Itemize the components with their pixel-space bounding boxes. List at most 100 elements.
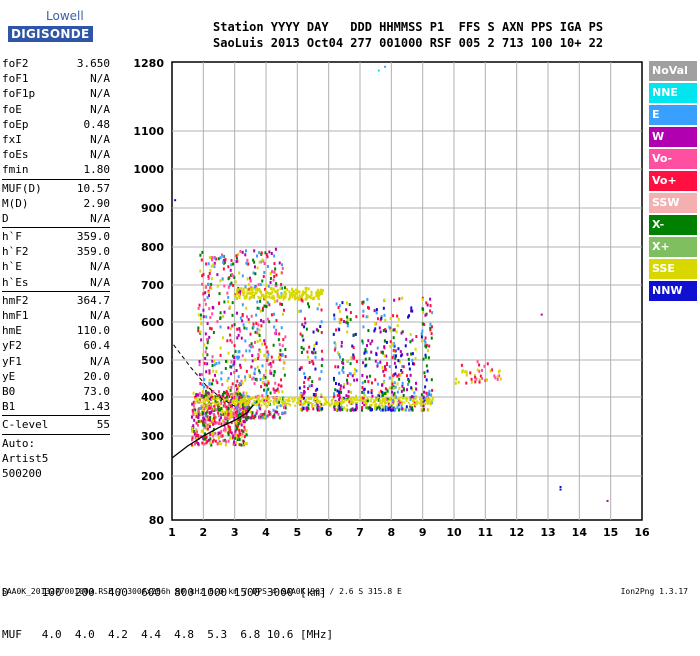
data-point	[379, 330, 382, 334]
data-point	[239, 399, 242, 402]
data-point	[424, 385, 427, 389]
data-point	[311, 350, 314, 354]
param-row: C-level 55	[2, 417, 110, 432]
data-point	[409, 333, 412, 337]
data-point	[373, 329, 376, 333]
param-row: h`Es N/A	[2, 275, 110, 290]
data-point	[402, 393, 405, 397]
data-point	[208, 307, 211, 311]
data-point	[236, 409, 239, 413]
data-point	[353, 367, 356, 371]
data-point	[206, 362, 209, 366]
data-point	[392, 401, 395, 405]
data-point	[266, 255, 269, 259]
data-point	[244, 405, 247, 409]
data-point	[272, 287, 275, 291]
data-point	[232, 402, 235, 405]
data-point	[208, 256, 211, 260]
param-row: h`F 359.0	[2, 229, 110, 244]
data-point	[200, 406, 203, 410]
data-point	[382, 380, 385, 384]
data-point	[242, 393, 245, 397]
data-point	[220, 398, 223, 402]
data-point	[302, 338, 305, 342]
data-point	[238, 443, 241, 447]
data-point	[286, 402, 289, 405]
data-point	[316, 387, 319, 391]
param-label: yE	[2, 369, 16, 383]
data-point	[263, 270, 266, 274]
data-point	[279, 398, 282, 401]
data-point	[252, 396, 255, 399]
param-value: 60.4	[83, 339, 111, 353]
x-tick-label: 16	[634, 526, 650, 539]
data-point	[317, 293, 320, 297]
data-point	[224, 413, 227, 417]
data-point	[227, 386, 230, 390]
data-point	[202, 420, 205, 424]
data-point	[411, 358, 414, 362]
data-point	[259, 283, 262, 287]
data-point	[422, 307, 425, 311]
data-point	[402, 365, 405, 369]
data-point	[227, 403, 230, 407]
data-point	[235, 311, 238, 315]
data-point	[281, 403, 284, 406]
data-point	[195, 430, 198, 434]
data-point	[303, 402, 306, 405]
data-point	[257, 283, 260, 287]
data-point	[248, 402, 251, 405]
param-value: 73.0	[83, 384, 111, 398]
data-point	[388, 376, 391, 380]
data-point	[337, 400, 340, 403]
data-point	[235, 404, 238, 408]
data-point	[269, 371, 272, 375]
data-point	[259, 349, 262, 353]
data-point	[422, 357, 425, 361]
data-point	[336, 389, 339, 393]
data-point	[337, 305, 340, 309]
data-point	[223, 399, 226, 402]
data-point	[244, 398, 247, 401]
data-point	[428, 344, 431, 348]
data-point	[203, 407, 206, 411]
data-point	[409, 340, 412, 344]
y-tick-label: 80	[149, 514, 165, 527]
data-point	[212, 396, 215, 400]
data-point	[211, 258, 214, 262]
data-point	[244, 378, 247, 382]
data-point	[236, 389, 239, 393]
data-point	[211, 432, 214, 436]
data-point	[208, 335, 211, 339]
data-point	[199, 269, 202, 273]
data-point	[381, 365, 384, 369]
data-point	[278, 332, 281, 336]
data-point	[429, 398, 432, 401]
data-point	[408, 367, 411, 371]
data-point	[406, 374, 409, 378]
data-point	[231, 382, 234, 386]
data-point	[424, 400, 427, 403]
data-point	[236, 292, 239, 296]
data-point	[310, 293, 313, 297]
data-point	[241, 381, 244, 385]
data-point	[282, 297, 285, 301]
data-point	[206, 385, 209, 389]
data-point	[299, 366, 302, 370]
data-point	[211, 256, 214, 260]
data-point	[350, 390, 353, 394]
data-point	[229, 404, 232, 408]
data-point	[280, 378, 283, 382]
data-point	[303, 399, 306, 402]
data-point	[310, 397, 313, 400]
data-point	[229, 436, 232, 440]
data-point	[320, 308, 323, 312]
data-point	[200, 322, 203, 326]
data-point	[196, 399, 199, 402]
footer-version: Ion2Png 1.3.17	[620, 587, 688, 596]
data-point	[207, 438, 210, 442]
data-point	[284, 411, 287, 415]
electron-density-profile	[171, 404, 254, 459]
data-point	[241, 401, 244, 404]
data-point	[335, 328, 338, 332]
